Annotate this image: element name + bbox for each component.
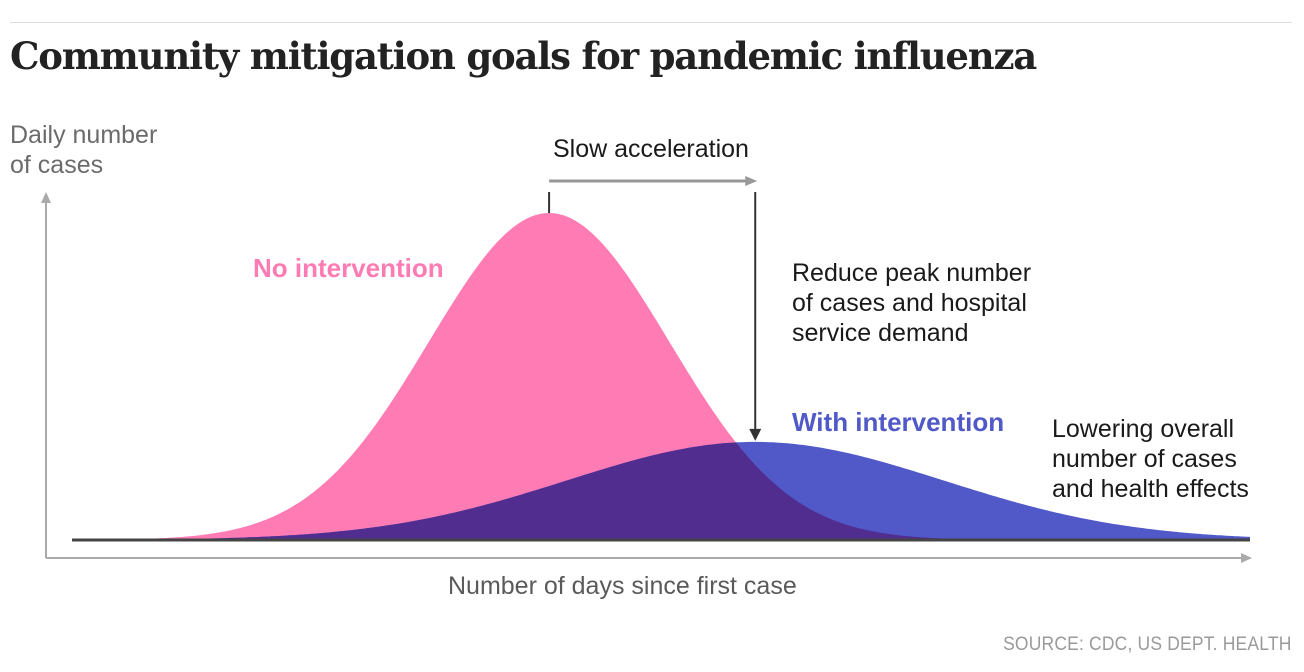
top-rule — [10, 22, 1292, 23]
annotation-slow-acceleration: Slow acceleration — [553, 135, 749, 163]
chart-title: Community mitigation goals for pandemic … — [10, 34, 1037, 78]
annotation-reduce-peak-line-2: of cases and hospital — [792, 289, 1027, 317]
annotation-reduce-peak-line-1: Reduce peak number — [792, 259, 1031, 287]
y-axis-label-line-2: of cases — [10, 151, 103, 179]
annotation-reduce-peak-line-3: service demand — [792, 319, 968, 347]
x-axis-label: Number of days since first case — [448, 572, 797, 600]
series-label-with-intervention: With intervention — [792, 407, 1004, 437]
series-label-no-intervention: No intervention — [253, 253, 444, 283]
slow-acceleration-arrowhead-icon — [745, 176, 758, 186]
area-no-intervention — [72, 213, 1250, 540]
y-axis-label-line-1: Daily number — [10, 121, 157, 149]
annotation-lowering-overall-line-1: Lowering overall — [1052, 415, 1234, 443]
annotation-lowering-overall-line-3: and health effects — [1052, 475, 1249, 503]
source-note: SOURCE: CDC, US DEPT. HEALTH — [1003, 634, 1292, 655]
y-axis-arrowhead-icon — [41, 192, 51, 203]
x-axis-arrowhead-icon — [1241, 553, 1252, 563]
reduce-peak-arrowhead-icon — [749, 428, 762, 441]
annotation-lowering-overall-line-2: number of cases — [1052, 445, 1237, 473]
